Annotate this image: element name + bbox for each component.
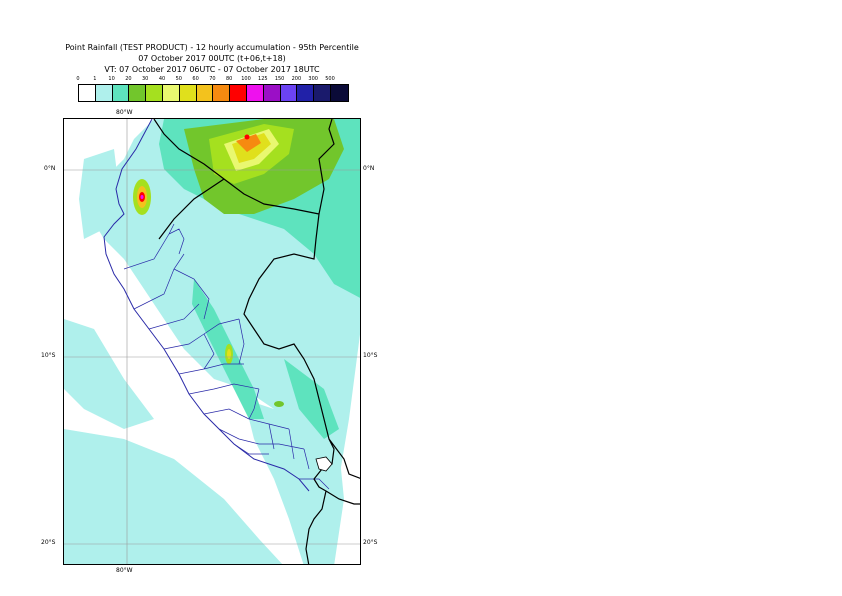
legend-tick-label: 50	[175, 76, 182, 82]
legend-tick-label: 200	[291, 76, 302, 82]
legend-tick-label: 40	[158, 76, 166, 82]
lon-label-top: 80°W	[116, 109, 133, 116]
legend-swatch	[162, 85, 180, 101]
legend-tick-label: 300	[308, 76, 318, 82]
validity-time-subtitle: VT: 07 October 2017 06UTC - 07 October 2…	[104, 65, 320, 74]
legend-swatch	[246, 85, 264, 101]
legend-swatch	[330, 85, 348, 101]
rain-field-10mm-east	[284, 359, 339, 439]
legend-swatch	[263, 85, 281, 101]
legend-tick-label: 70	[209, 76, 216, 82]
internal-boundaries	[123, 223, 330, 490]
legend-swatch	[79, 85, 96, 101]
legend-tick-label: 10	[108, 76, 115, 82]
lat-label-0-right: 0°N	[363, 165, 375, 172]
legend-tick-label: 1	[93, 76, 97, 82]
rainfall-map-svg	[64, 119, 360, 564]
legend-swatch	[179, 85, 197, 101]
rain-field-1mm-ocean-mid	[64, 319, 154, 429]
legend-tick-label: 100	[241, 76, 251, 82]
legend-swatch	[196, 85, 214, 101]
legend-tick-label: 60	[192, 76, 199, 82]
rain-field-1mm-south	[244, 399, 344, 564]
lat-label-10s-left: 10°S	[41, 352, 56, 359]
legend-swatch	[95, 85, 113, 101]
legend-swatches	[78, 84, 349, 102]
rain-peak-north	[244, 134, 250, 140]
rain-field-70mm	[236, 134, 261, 152]
lat-label-10s-right: 10°S	[363, 352, 378, 359]
legend-swatch	[112, 85, 130, 101]
national-borders	[153, 119, 360, 564]
legend-tick-label: 125	[258, 76, 268, 82]
base-time-subtitle: 07 October 2017 00UTC (t+06,t+18)	[138, 54, 286, 63]
rain-cell-south	[274, 401, 284, 407]
rain-field-1mm-ocean-south	[64, 429, 283, 564]
legend-swatch	[129, 85, 147, 101]
rain-field-1mm-ocean-west	[79, 149, 119, 239]
rain-cell-andes-core	[227, 349, 231, 359]
lon-label-bottom: 80°W	[116, 567, 133, 574]
legend-swatch	[146, 85, 163, 101]
legend-tick-label: 500	[325, 76, 335, 82]
lake-titicaca	[315, 456, 333, 472]
lat-label-0-left: 0°N	[44, 165, 56, 172]
legend-swatch	[230, 85, 247, 101]
lat-label-20s-right: 20°S	[363, 539, 378, 546]
legend-swatch	[280, 85, 298, 101]
legend-tick-label: 0	[76, 76, 80, 82]
legend-tick-label: 20	[125, 76, 132, 82]
legend-tick-label: 150	[274, 76, 285, 82]
legend-tick-label: 80	[226, 76, 233, 82]
rainfall-map	[63, 118, 361, 565]
map-title: Point Rainfall (TEST PRODUCT) - 12 hourl…	[65, 43, 359, 52]
lat-label-20s-left: 20°S	[41, 539, 56, 546]
legend-swatch	[297, 85, 315, 101]
legend-tick-label: 30	[142, 76, 149, 82]
legend-swatch	[314, 85, 331, 101]
rain-cell-coast-center	[140, 195, 144, 199]
legend-swatch	[213, 85, 231, 101]
